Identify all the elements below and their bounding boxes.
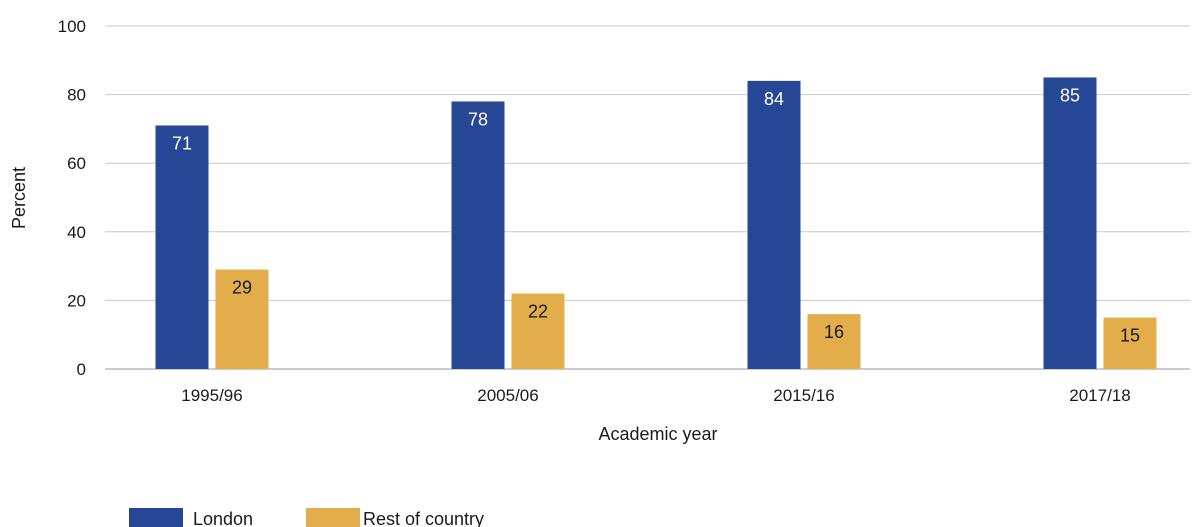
x-tick-label: 2015/16 xyxy=(773,386,834,405)
bar-value-label: 84 xyxy=(764,89,784,109)
legend-label: Rest of country xyxy=(363,509,484,527)
gridlines xyxy=(105,25,1190,370)
bar-rest-of-country xyxy=(511,293,565,369)
y-tick-label: 20 xyxy=(67,291,86,310)
legend-swatch xyxy=(129,508,183,527)
x-tick-label: 2017/18 xyxy=(1069,386,1130,405)
legend-label: London xyxy=(193,509,253,527)
y-tick-label: 80 xyxy=(67,86,86,105)
y-tick-label: 0 xyxy=(77,360,86,379)
y-axis-ticks: 0 20 40 60 80 100 xyxy=(58,17,86,379)
bar-rest-of-country xyxy=(1103,317,1157,369)
bar-london xyxy=(747,80,801,369)
y-axis-title: Percent xyxy=(9,167,29,229)
bar-value-label: 78 xyxy=(468,109,488,129)
bar-value-label: 85 xyxy=(1060,85,1080,105)
x-tick-label: 2005/06 xyxy=(477,386,538,405)
bar-value-label: 15 xyxy=(1120,326,1140,346)
bars: 71 29 78 22 84 16 85 15 xyxy=(155,77,1157,370)
bar-london xyxy=(1043,77,1097,369)
bar-rest-of-country xyxy=(807,314,861,369)
bar-london xyxy=(451,101,505,370)
bar-rest-of-country xyxy=(215,269,269,369)
bar-value-label: 22 xyxy=(528,302,548,322)
y-tick-label: 60 xyxy=(67,154,86,173)
bar-value-label: 29 xyxy=(232,278,252,298)
x-axis-ticks: 1995/96 2005/06 2015/16 2017/18 xyxy=(181,386,1130,405)
y-tick-label: 100 xyxy=(58,17,86,36)
bar-value-label: 71 xyxy=(172,133,192,153)
x-tick-label: 1995/96 xyxy=(181,386,242,405)
legend-swatch xyxy=(306,508,360,527)
bar-value-label: 16 xyxy=(824,322,844,342)
x-axis-title: Academic year xyxy=(598,424,717,444)
bar-london xyxy=(155,125,209,369)
legend: London Rest of country xyxy=(129,508,484,527)
y-tick-label: 40 xyxy=(67,223,86,242)
